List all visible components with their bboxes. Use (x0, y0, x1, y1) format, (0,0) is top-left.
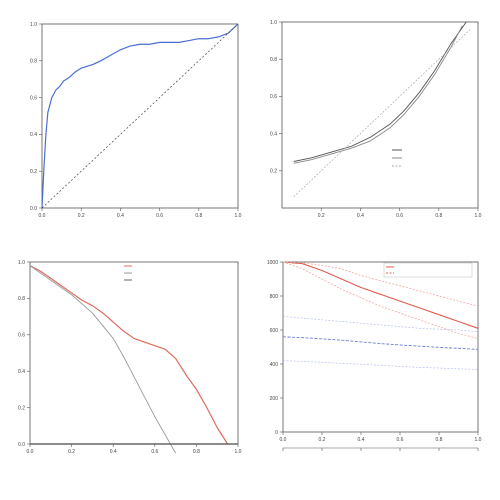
decision_curve-x-tick-label: 0.4 (110, 449, 117, 455)
calibration-y-tick-label: 1.0 (270, 20, 277, 26)
calibration-x-tick-label: 0.4 (357, 213, 364, 219)
roc-x-tick-label: 0.4 (117, 213, 124, 219)
clinical_impact-y-tick-label: 200 (270, 396, 279, 402)
clinical_impact-y-tick-label: 600 (270, 328, 279, 334)
roc-panel: 0.0 0.2 0.4 0.6 0.8 1.0 0.0 0.2 0.4 0.6 0.8 1.0 (30, 22, 242, 219)
decision-marks (29, 265, 238, 454)
calibration-series-2-line (293, 25, 463, 164)
roc-y-tick-label: 0.0 (30, 206, 37, 212)
decision-ticks: 0.0 0.2 0.4 0.6 0.8 1.0 0.0 0.2 0.4 0.6 0.8 1.0 (18, 260, 242, 455)
clinical-cost-benefit-ticks (282, 447, 479, 451)
decision_curve-x-tick-label: 0.6 (151, 449, 158, 455)
decision_curve-y-tick-label: 0.2 (18, 405, 25, 411)
calibration-y-tick-label: 0.8 (270, 57, 277, 63)
calibration-x-tick-label: 0.2 (318, 213, 325, 219)
decision_curve-y-tick-label: 1.0 (18, 260, 25, 266)
calibration-series-3-line (293, 29, 471, 198)
calibration-x-tick-label: 0.6 (396, 213, 403, 219)
calibration-ticks: 0.2 0.4 0.6 0.8 1.0 0.2 0.4 0.6 0.8 1.0 (270, 20, 482, 219)
clinical_impact-x-tick-label: 0.2 (319, 437, 326, 443)
clinical-legend (383, 262, 473, 278)
calibration-marks (293, 21, 471, 198)
decision_curve-y-tick-label: 0.0 (18, 442, 25, 448)
clinical-legend-box (383, 262, 473, 278)
clinical_impact-series-1-line (282, 261, 479, 329)
clinical_impact-y-tick-label: 0 (275, 430, 278, 436)
clinical_impact-y-tick-label: 400 (270, 362, 279, 368)
calibration-y-tick-label: 0.6 (270, 94, 277, 100)
decision_curve-series-1-line (29, 265, 229, 445)
clinical_impact-x-tick-label: 0.4 (358, 437, 365, 443)
decision_curve-y-tick-label: 0.8 (18, 296, 25, 302)
roc-series-2-line (41, 23, 239, 209)
roc-x-tick-label: 0.2 (78, 213, 85, 219)
decision_curve-y-tick-label: 0.4 (18, 369, 25, 375)
calibration-panel: 0.2 0.4 0.6 0.8 1.0 0.2 0.4 0.6 0.8 1.0 (270, 20, 482, 219)
decision_curve-x-tick-label: 0.2 (68, 449, 75, 455)
clinical_impact-y-tick-label: 1000 (267, 260, 278, 266)
roc-x-tick-label: 0.6 (156, 213, 163, 219)
decision_curve-x-tick-label: 0.8 (193, 449, 200, 455)
clinical_impact-y-tick-label: 800 (270, 294, 279, 300)
roc-marks (41, 23, 239, 209)
clinical_impact-x-tick-label: 0.6 (397, 437, 404, 443)
clinical_impact-series-6-line (282, 360, 479, 370)
clinical_impact-series-2-line (282, 261, 479, 307)
decision_curve-series-2-line (29, 265, 176, 454)
roc-y-tick-label: 0.2 (30, 169, 37, 175)
clinical_impact-series-4-line (282, 336, 479, 350)
clinical_impact-x-tick-label: 0.8 (436, 437, 443, 443)
clinical-impact-panel: 0.0 0.2 0.4 0.6 0.8 1.0 0 200 400 600 800 1000 (267, 260, 482, 451)
clinical-ticks: 0.0 0.2 0.4 0.6 0.8 1.0 0 200 400 600 800 1000 (267, 260, 482, 443)
roc-y-tick-label: 1.0 (30, 22, 37, 28)
roc-y-tick-label: 0.6 (30, 95, 37, 101)
calibration-plot-frame (281, 21, 479, 209)
roc-y-tick-label: 0.8 (30, 59, 37, 65)
clinical_impact-series-5-line (282, 316, 479, 333)
decision-legend (124, 265, 132, 281)
roc-x-tick-label: 0.8 (195, 213, 202, 219)
roc-x-tick-label: 1.0 (235, 213, 242, 219)
decision-curve-panel: 0.0 0.2 0.4 0.6 0.8 1.0 0.0 0.2 0.4 0.6 0.8 1.0 (18, 260, 242, 455)
decision-plot-frame (29, 261, 239, 445)
calibration-series-1-line (293, 21, 467, 162)
roc-ticks: 0.0 0.2 0.4 0.6 0.8 1.0 0.0 0.2 0.4 0.6 0.8 1.0 (30, 22, 242, 219)
clinical_impact-x-tick-label: 1.0 (475, 437, 482, 443)
calibration-y-tick-label: 0.4 (270, 131, 277, 137)
calibration-legend (392, 149, 402, 167)
decision_curve-x-tick-label: 0.0 (27, 449, 34, 455)
calibration-x-tick-label: 1.0 (475, 213, 482, 219)
clinical-marks (282, 261, 479, 370)
roc-plot-frame (41, 23, 239, 209)
roc-x-tick-label: 0.0 (39, 213, 46, 219)
calibration-y-tick-label: 0.2 (270, 169, 277, 175)
calibration-x-tick-label: 0.8 (435, 213, 442, 219)
roc-y-tick-label: 0.4 (30, 132, 37, 138)
roc-series-1-line (41, 23, 239, 209)
clinical-plot-frame (282, 261, 479, 433)
decision_curve-x-tick-label: 1.0 (235, 449, 242, 455)
clinical_impact-x-tick-label: 0.0 (280, 437, 287, 443)
decision_curve-y-tick-label: 0.6 (18, 333, 25, 339)
clinical_impact-series-3-line (282, 261, 479, 339)
